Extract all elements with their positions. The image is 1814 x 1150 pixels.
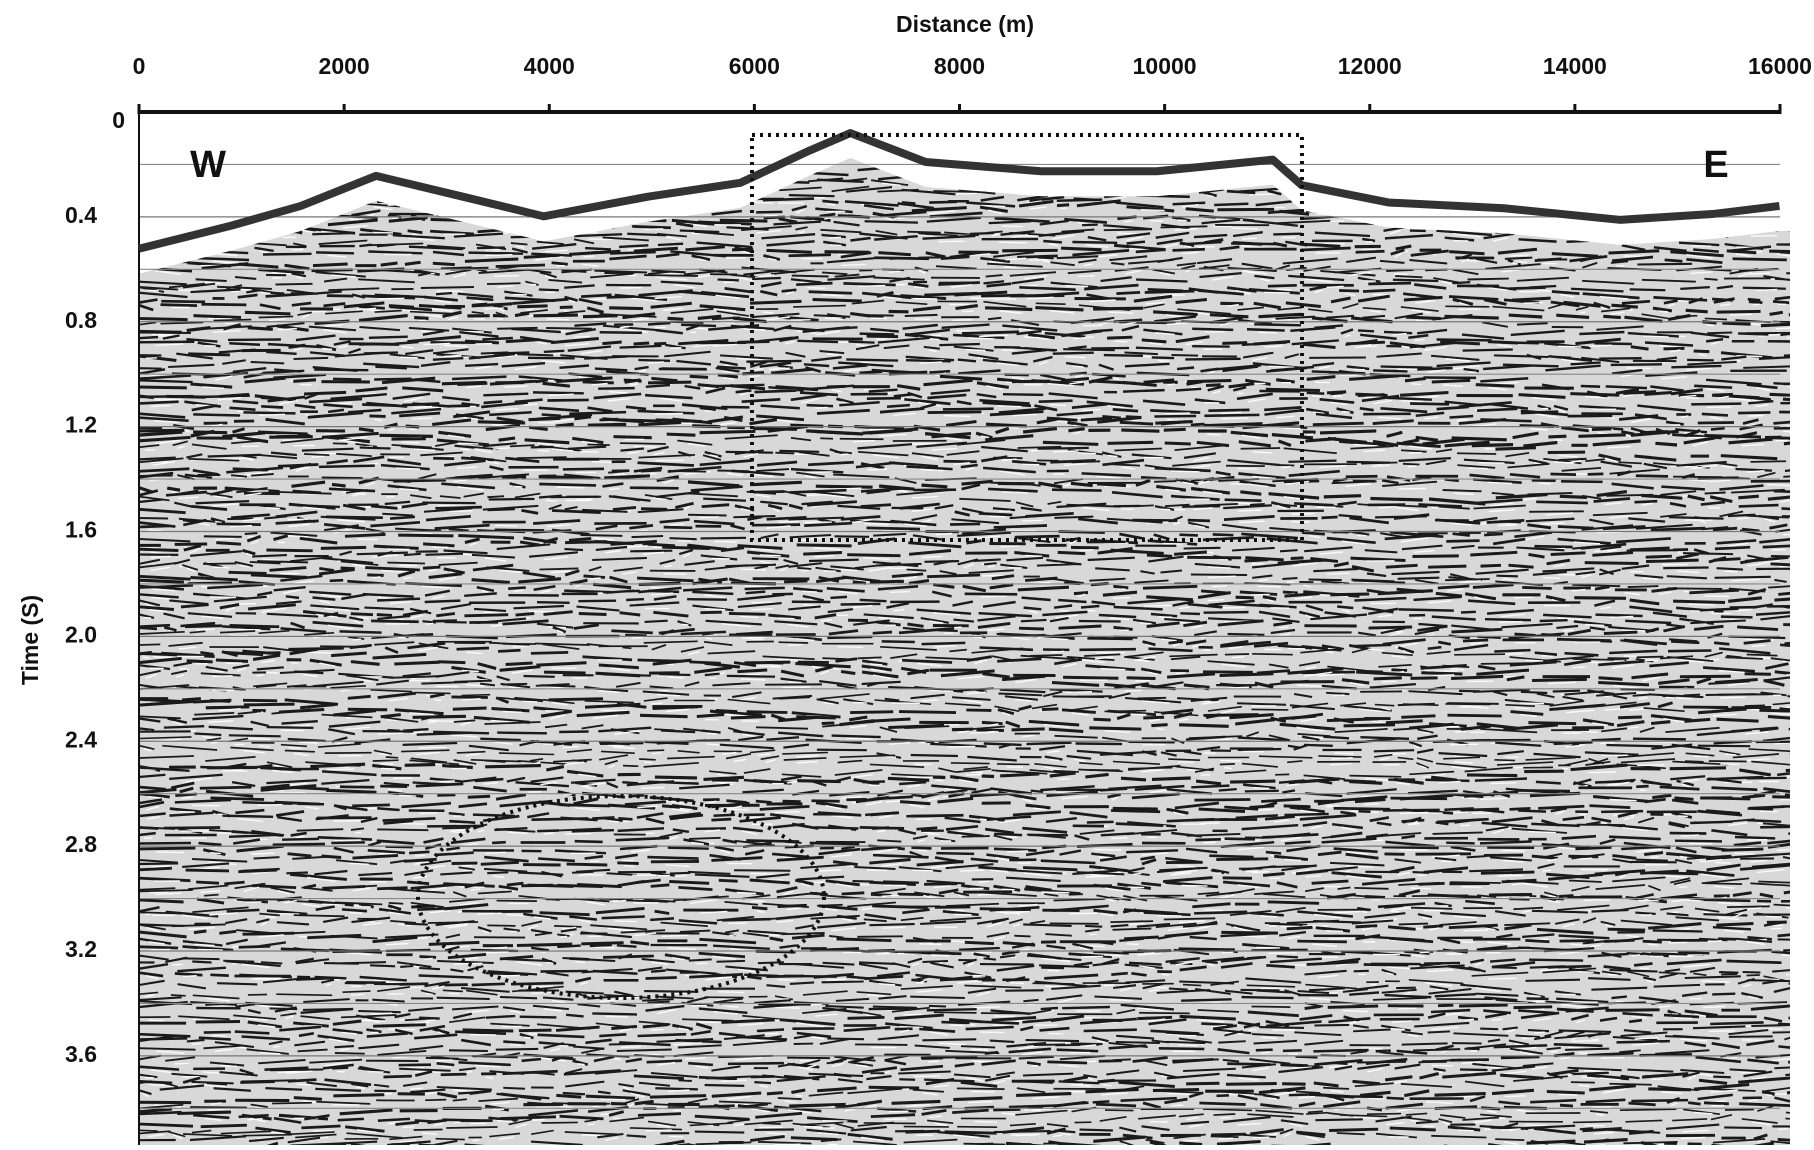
x-tick-label: 2000 xyxy=(319,53,370,79)
x-tick-label: 4000 xyxy=(524,53,575,79)
x-tick-label: 12000 xyxy=(1338,53,1402,79)
seismic-white xyxy=(240,1145,1799,1150)
x-tick-label: 6000 xyxy=(729,53,780,79)
seismic-white xyxy=(261,174,1780,197)
direction-label: E xyxy=(1703,144,1728,186)
chart: Distance (m) Time (S) 0 0.4 0.8 1.2 1.6 2.0 2.… xyxy=(0,0,1814,1150)
y-tick-label: 0 xyxy=(112,107,125,133)
x-tick-label: 14000 xyxy=(1543,53,1607,79)
y-tick-label: 1.6 xyxy=(65,517,97,543)
seismic-image xyxy=(139,112,1814,1150)
y-axis-label: Time (S) xyxy=(17,595,43,685)
y-tick-label: 2.4 xyxy=(65,726,97,752)
x-tick-label: 10000 xyxy=(1133,53,1197,79)
y-tick-label: 0.8 xyxy=(65,307,97,333)
x-tick-label: 8000 xyxy=(934,53,985,79)
y-tick-label: 1.2 xyxy=(65,412,97,438)
direction-label: W xyxy=(190,144,226,186)
x-tick-label: 0 xyxy=(133,53,146,79)
x-tick-label: 16000 xyxy=(1748,53,1812,79)
y-tick-label: 3.6 xyxy=(65,1041,97,1067)
x-axis-label: Distance (m) xyxy=(896,11,1034,37)
y-tick-label: 2.0 xyxy=(65,621,97,647)
y-tick-label: 3.2 xyxy=(65,936,97,962)
y-tick-label: 2.8 xyxy=(65,831,97,857)
y-tick-label: 0.4 xyxy=(65,202,97,228)
